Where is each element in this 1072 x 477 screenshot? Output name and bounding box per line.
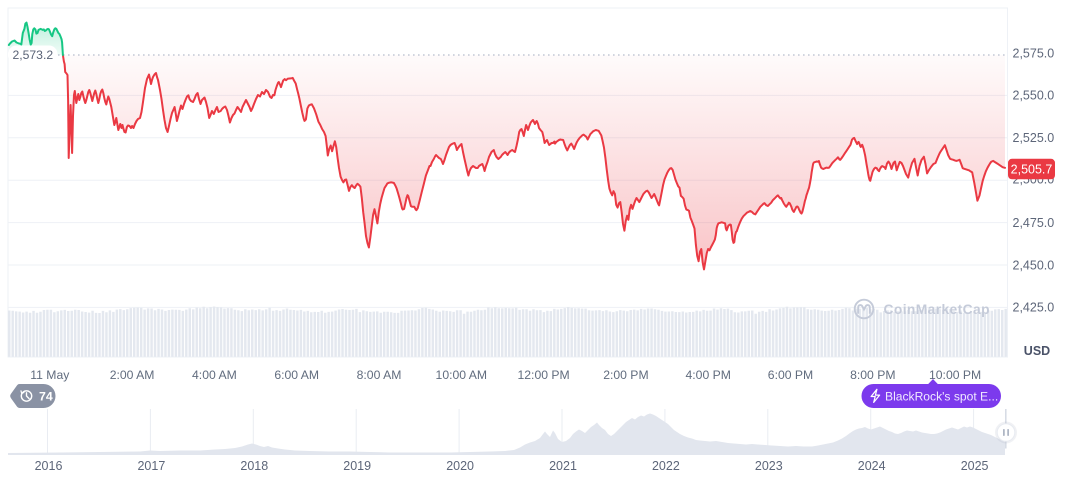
svg-text:2024: 2024: [858, 459, 886, 473]
svg-text:2020: 2020: [446, 459, 474, 473]
svg-text:11 May: 11 May: [30, 368, 70, 382]
svg-text:10:00 AM: 10:00 AM: [436, 368, 488, 382]
svg-text:4:00 AM: 4:00 AM: [192, 368, 237, 382]
svg-text:2,575.0: 2,575.0: [1013, 46, 1055, 60]
svg-text:2,573.2: 2,573.2: [12, 48, 53, 62]
svg-text:2025: 2025: [961, 459, 989, 473]
svg-text:2,505.7: 2,505.7: [1011, 162, 1053, 176]
svg-text:2,450.0: 2,450.0: [1013, 258, 1055, 272]
svg-text:8:00 PM: 8:00 PM: [850, 368, 895, 382]
svg-text:2023: 2023: [755, 459, 783, 473]
svg-text:USD: USD: [1024, 344, 1050, 358]
svg-text:6:00 AM: 6:00 AM: [274, 368, 319, 382]
svg-text:2016: 2016: [35, 459, 63, 473]
svg-text:2:00 PM: 2:00 PM: [603, 368, 648, 382]
svg-text:BlackRock's spot E...: BlackRock's spot E...: [885, 389, 998, 403]
svg-text:8:00 AM: 8:00 AM: [357, 368, 402, 382]
svg-text:4:00 PM: 4:00 PM: [686, 368, 731, 382]
svg-text:6:00 PM: 6:00 PM: [768, 368, 813, 382]
svg-text:2017: 2017: [137, 459, 165, 473]
svg-text:2:00 AM: 2:00 AM: [110, 368, 155, 382]
svg-text:12:00 PM: 12:00 PM: [518, 368, 570, 382]
svg-text:2,425.0: 2,425.0: [1013, 301, 1055, 315]
svg-text:2021: 2021: [549, 459, 577, 473]
svg-text:10:00 PM: 10:00 PM: [929, 368, 981, 382]
svg-text:2022: 2022: [652, 459, 680, 473]
svg-text:74: 74: [39, 389, 53, 403]
svg-text:2,550.0: 2,550.0: [1013, 89, 1055, 103]
svg-text:2018: 2018: [240, 459, 268, 473]
svg-text:CoinMarketCap: CoinMarketCap: [884, 302, 990, 317]
svg-text:2,525.0: 2,525.0: [1013, 131, 1055, 145]
svg-text:2019: 2019: [343, 459, 371, 473]
svg-text:2,475.0: 2,475.0: [1013, 216, 1055, 230]
